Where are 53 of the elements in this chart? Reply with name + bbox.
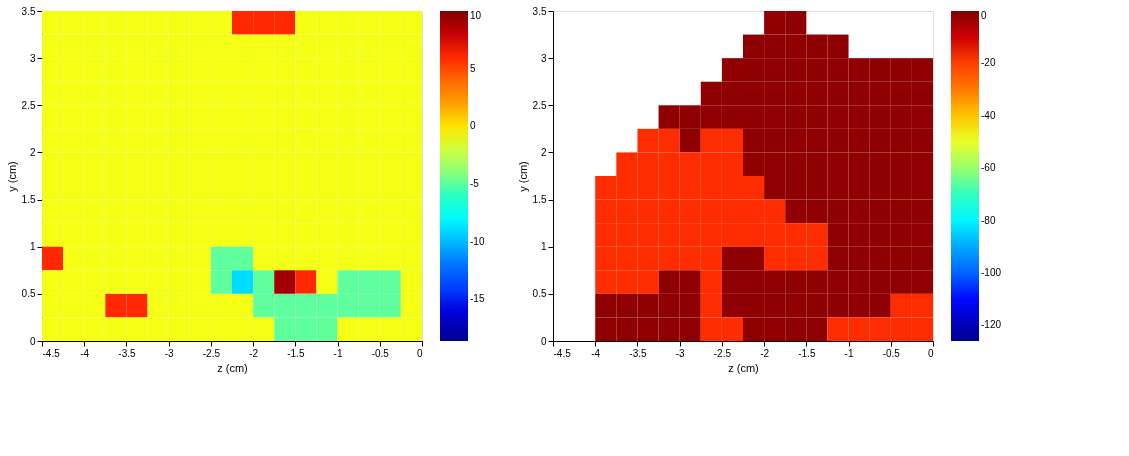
x-tick-label: -3 xyxy=(164,347,175,359)
y-tick-label: 0.5 xyxy=(532,288,547,300)
color-bar-label: -100 xyxy=(981,266,1002,278)
x-tick-label: -2.5 xyxy=(713,347,732,359)
x-tick-label: -0.5 xyxy=(882,347,901,359)
color-bar-label: -20 xyxy=(981,57,996,69)
x-tick-label: -1 xyxy=(844,347,854,359)
y-tick-label: 2 xyxy=(29,146,36,158)
x-tick-label: -4 xyxy=(591,347,601,359)
color-bar-label: -5 xyxy=(470,178,480,190)
color-bar-label: -40 xyxy=(981,109,996,121)
x-tick-label: -2 xyxy=(760,347,770,359)
y-tick-label: 3 xyxy=(540,52,547,64)
y-tick-label: 1 xyxy=(29,241,36,253)
color-bar-label: -80 xyxy=(981,214,996,226)
color-bar-label: 0 xyxy=(981,10,987,21)
y-tick-label: 3.5 xyxy=(532,5,547,17)
x-tick-label: -4 xyxy=(80,347,90,359)
y-tick-label: 0.5 xyxy=(21,288,36,300)
color-bar-label: 10 xyxy=(470,10,482,21)
x-tick-label: -1.5 xyxy=(798,347,816,359)
color-bar-label: -10 xyxy=(470,235,485,247)
y-tick-label: 3 xyxy=(29,52,36,64)
x-tick-label: 0 xyxy=(416,347,423,359)
color-bar-label: 0 xyxy=(470,120,476,132)
y-tick-label: 0 xyxy=(29,335,36,347)
y-tick-label: 0 xyxy=(540,335,547,347)
x-tick-label: -4.5 xyxy=(42,347,61,359)
color-bar-label: -120 xyxy=(981,319,1002,331)
x-tick-label: -3.5 xyxy=(629,347,647,359)
y-tick-label: 2.5 xyxy=(532,99,547,111)
y-tick-label: 1.5 xyxy=(532,194,547,206)
x-tick-label: -2 xyxy=(249,347,259,359)
x-tick-label: -0.5 xyxy=(371,347,390,359)
color-bar-label: 5 xyxy=(470,62,476,74)
y-axis-title: y (cm) xyxy=(516,161,529,192)
y-tick-label: 2.5 xyxy=(21,99,36,111)
x-tick-label: -1.5 xyxy=(287,347,305,359)
x-axis-title: z (cm) xyxy=(217,361,248,374)
x-tick-label: -2.5 xyxy=(202,347,221,359)
color-bar-label: -15 xyxy=(470,293,485,305)
y-axis-title: y (cm) xyxy=(5,161,18,192)
x-tick-label: -3.5 xyxy=(118,347,136,359)
x-axis-title: z (cm) xyxy=(728,361,759,374)
color-bar-label: -60 xyxy=(981,162,996,174)
x-tick-label: -3 xyxy=(675,347,686,359)
y-tick-label: 3.5 xyxy=(21,5,36,17)
x-tick-label: -4.5 xyxy=(553,347,572,359)
y-tick-label: 1.5 xyxy=(21,194,36,206)
x-tick-label: -1 xyxy=(333,347,343,359)
y-tick-label: 2 xyxy=(540,146,547,158)
y-tick-label: 1 xyxy=(540,241,547,253)
x-tick-label: 0 xyxy=(927,347,934,359)
